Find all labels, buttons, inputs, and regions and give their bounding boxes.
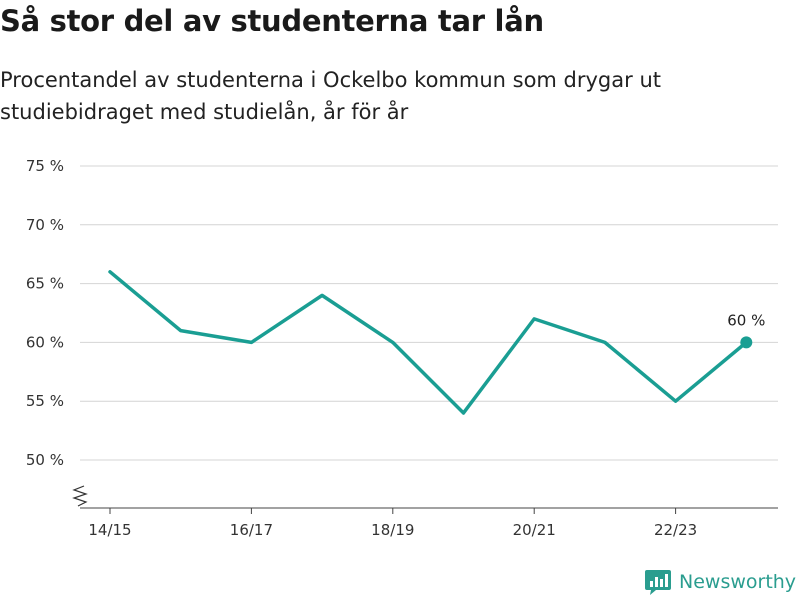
y-axis-ticks: 75 % 70 % 65 % 60 % 55 % 50 % <box>26 157 64 469</box>
newsworthy-icon <box>645 570 671 595</box>
chart-subtitle: Procentandel av studenterna i Ockelbo ko… <box>0 68 661 124</box>
series-line <box>108 270 749 415</box>
y-tick-label: 60 % <box>26 333 64 351</box>
x-tick-label: 22/23 <box>654 521 697 539</box>
last-value-label: 60 % <box>727 311 765 329</box>
y-tick-label: 55 % <box>26 392 64 410</box>
x-tick-label: 16/17 <box>230 521 273 539</box>
newsworthy-logo: Newsworthy <box>644 568 796 596</box>
x-tick-label: 14/15 <box>88 521 131 539</box>
chart-title: Så stor del av studenterna tar lån <box>0 4 544 38</box>
last-data-point <box>740 336 753 349</box>
x-axis <box>72 485 778 509</box>
y-tick-label: 50 % <box>26 451 64 469</box>
x-axis-ticks: 14/15 16/17 18/19 20/21 22/23 <box>88 508 697 539</box>
series-layer: 60 % <box>108 270 765 415</box>
gridlines <box>80 165 778 461</box>
y-tick-label: 75 % <box>26 157 64 175</box>
y-tick-label: 65 % <box>26 275 64 293</box>
x-tick-label: 18/19 <box>371 521 414 539</box>
x-tick-label: 20/21 <box>513 521 556 539</box>
brand-name: Newsworthy <box>679 571 797 593</box>
y-tick-label: 70 % <box>26 216 64 234</box>
axis-break-icon <box>72 485 88 507</box>
